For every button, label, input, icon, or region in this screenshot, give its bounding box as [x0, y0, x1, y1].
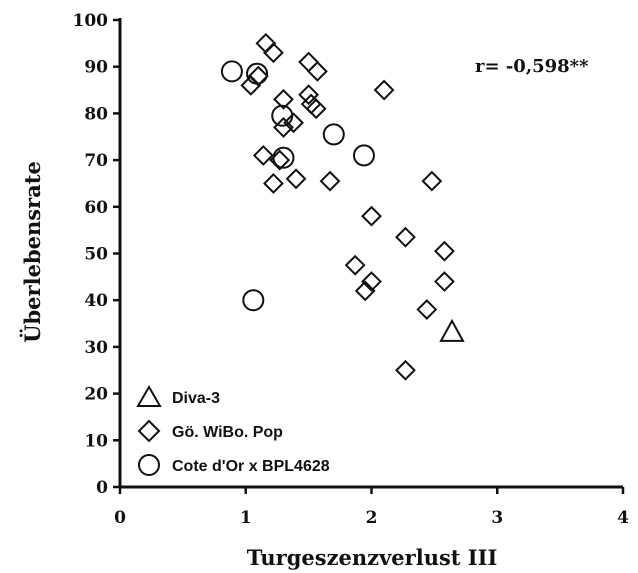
circle-point [272, 146, 295, 169]
diamond-point [434, 271, 455, 292]
legend-circle-marker [138, 454, 160, 476]
diamond-point [434, 240, 455, 262]
diamond-point [305, 98, 327, 120]
diamond-point [273, 88, 294, 110]
diamond-point [298, 51, 320, 73]
x-tick-label: 4 [617, 508, 629, 528]
y-tick-label: 90 [84, 58, 108, 78]
diamond-point [252, 145, 274, 166]
diamond-point [361, 271, 382, 292]
y-tick-label: 70 [84, 151, 108, 171]
data-points [220, 32, 465, 381]
diamond-point [263, 42, 284, 64]
diamond-point [263, 173, 284, 194]
y-tick-label: 40 [84, 291, 108, 311]
legend-diamond-marker [137, 419, 161, 443]
y-tick-label: 20 [84, 385, 108, 405]
circle-point [242, 289, 265, 312]
y-tick-label: 30 [84, 338, 108, 358]
diamond-point [255, 32, 277, 54]
circle-point [322, 123, 345, 146]
y-tick-label: 10 [84, 431, 108, 451]
diamond-point [344, 254, 366, 276]
triangle-point [439, 318, 465, 342]
diamond-point [395, 226, 416, 248]
circle-point [246, 62, 269, 85]
y-tick-label: 0 [96, 478, 108, 498]
legend-triangle-marker [136, 385, 162, 407]
ticks: 0 10 20 30 40 50 60 70 80 90 100 0 1 2 3 4 [73, 11, 630, 528]
x-tick-label: 3 [491, 508, 503, 528]
diamond-point [298, 84, 320, 106]
y-tick-label: 80 [84, 104, 108, 124]
diamond-point [307, 60, 328, 82]
x-tick-label: 0 [114, 508, 126, 528]
y-tick-label: 50 [84, 245, 108, 265]
y-tick-label: 60 [84, 198, 108, 218]
diamond-point [354, 280, 376, 302]
diamond-point [395, 359, 416, 381]
diamond-point [373, 79, 395, 101]
diamond-point [416, 299, 438, 320]
diamond-point [361, 205, 382, 227]
legend: Diva-3 Gö. WiBo. Pop Cote d'Or x BPL4628 [136, 385, 330, 476]
x-tick-label: 2 [366, 508, 378, 528]
diamond-point [240, 74, 262, 96]
circle-point [271, 104, 294, 127]
x-tick-label: 1 [240, 508, 252, 528]
circle-point [220, 60, 243, 83]
legend-label-diva: Diva-3 [172, 390, 220, 407]
y-axis-label: Überlebensrate [20, 161, 45, 343]
diamond-point [421, 170, 443, 192]
legend-label-gowibo: Gö. WiBo. Pop [172, 424, 283, 441]
diamond-point [283, 112, 304, 134]
legend-label-cotedor: Cote d'Or x BPL4628 [172, 458, 330, 475]
diamond-point [319, 170, 341, 192]
correlation-annotation: r= -0,598** [475, 56, 589, 77]
y-tick-label: 100 [73, 11, 109, 31]
circle-point [352, 144, 375, 167]
diamond-point [285, 168, 307, 190]
x-axis-label: Turgeszenzverlust III [247, 545, 498, 570]
axes [118, 18, 623, 489]
